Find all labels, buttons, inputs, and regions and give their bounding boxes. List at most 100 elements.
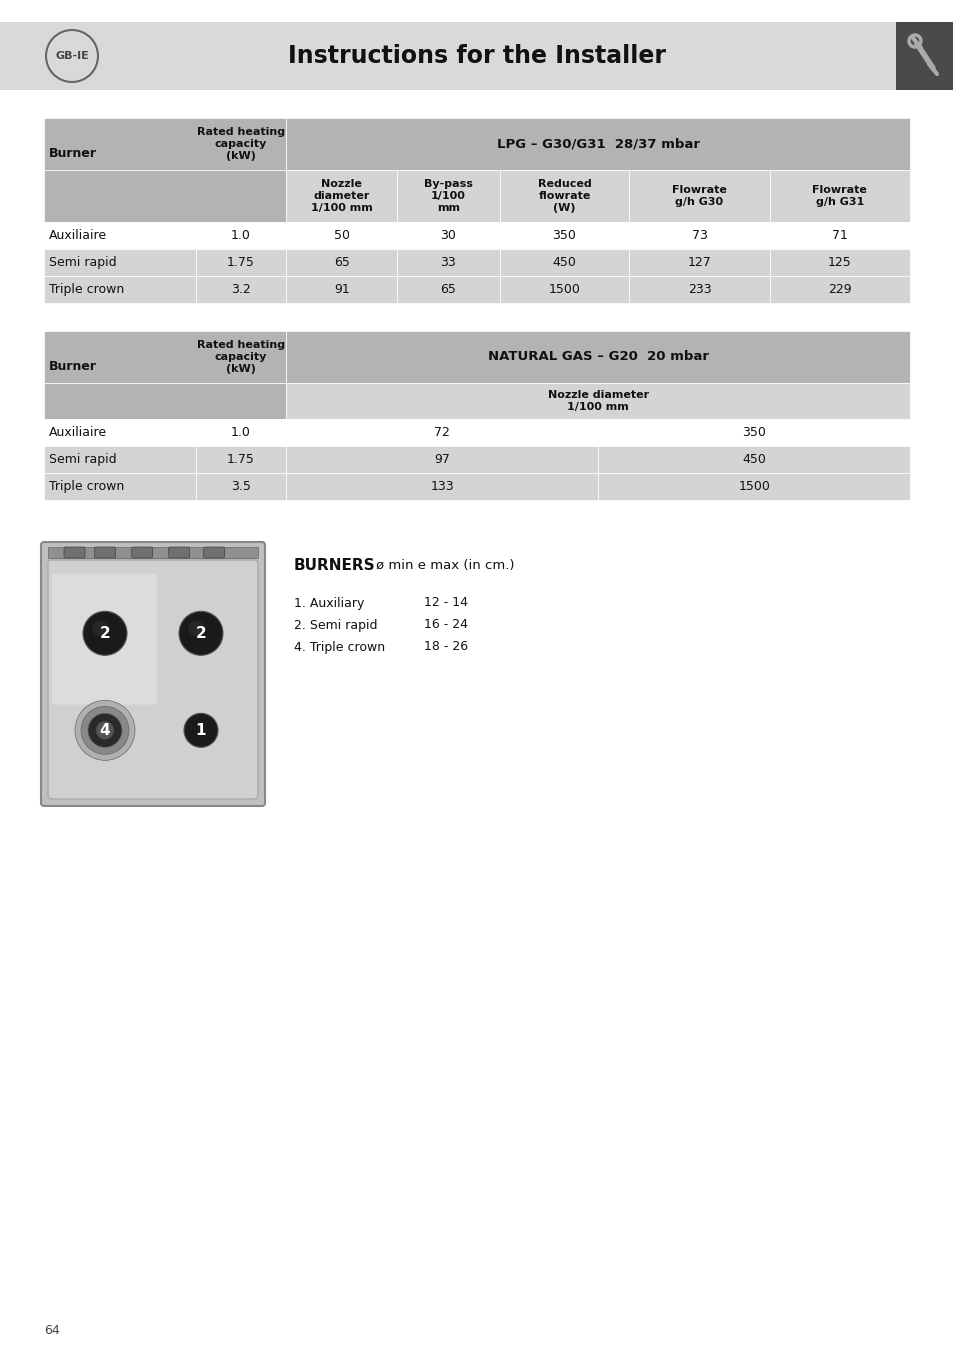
Text: 1.75: 1.75 bbox=[227, 454, 254, 466]
Text: 2: 2 bbox=[195, 626, 206, 641]
FancyBboxPatch shape bbox=[132, 547, 152, 558]
Text: 1.0: 1.0 bbox=[231, 230, 251, 242]
Text: 1.75: 1.75 bbox=[227, 256, 254, 269]
Bar bbox=[286, 418, 598, 446]
FancyBboxPatch shape bbox=[48, 560, 257, 799]
FancyBboxPatch shape bbox=[64, 547, 85, 558]
Text: Burner: Burner bbox=[49, 360, 97, 373]
FancyBboxPatch shape bbox=[203, 547, 224, 558]
Text: Semi rapid: Semi rapid bbox=[49, 454, 116, 466]
Text: 97: 97 bbox=[434, 454, 450, 466]
Text: 1500: 1500 bbox=[548, 284, 579, 296]
Bar bbox=[44, 446, 195, 472]
Text: Rated heating
capacity
(kW): Rated heating capacity (kW) bbox=[196, 340, 285, 374]
Text: 33: 33 bbox=[440, 256, 456, 269]
Text: Semi rapid: Semi rapid bbox=[49, 256, 116, 269]
Bar bbox=[195, 248, 286, 275]
Bar bbox=[286, 170, 396, 221]
Bar bbox=[629, 275, 769, 302]
Bar bbox=[629, 248, 769, 275]
Text: Flowrate
g/h G31: Flowrate g/h G31 bbox=[812, 185, 866, 207]
Bar bbox=[286, 248, 396, 275]
Text: GB-IE: GB-IE bbox=[55, 51, 89, 61]
Bar bbox=[44, 170, 286, 221]
Bar bbox=[44, 383, 286, 418]
Text: 91: 91 bbox=[334, 284, 350, 296]
Bar bbox=[286, 221, 396, 248]
Bar bbox=[769, 170, 909, 221]
Bar bbox=[769, 221, 909, 248]
Text: 229: 229 bbox=[827, 284, 851, 296]
Text: 16 - 24: 16 - 24 bbox=[423, 618, 468, 632]
Text: 450: 450 bbox=[552, 256, 576, 269]
Bar bbox=[195, 446, 286, 472]
Text: 3.5: 3.5 bbox=[231, 481, 251, 493]
Bar bbox=[195, 275, 286, 302]
Text: 1500: 1500 bbox=[738, 481, 769, 493]
Text: 1: 1 bbox=[195, 722, 206, 738]
Circle shape bbox=[188, 620, 204, 636]
Text: Auxiliaire: Auxiliaire bbox=[49, 427, 107, 439]
Text: 1.0: 1.0 bbox=[231, 427, 251, 439]
Bar bbox=[396, 248, 499, 275]
Text: NATURAL GAS – G20  20 mbar: NATURAL GAS – G20 20 mbar bbox=[487, 351, 708, 363]
Bar bbox=[44, 418, 195, 446]
Bar bbox=[895, 22, 953, 90]
Text: 4. Triple crown: 4. Triple crown bbox=[294, 640, 385, 653]
Text: Auxiliaire: Auxiliaire bbox=[49, 230, 107, 242]
Bar bbox=[286, 117, 909, 170]
Text: 450: 450 bbox=[741, 454, 765, 466]
Bar bbox=[286, 383, 909, 418]
Text: By-pass
1/100
mm: By-pass 1/100 mm bbox=[423, 178, 473, 213]
Circle shape bbox=[91, 620, 108, 636]
Bar bbox=[769, 275, 909, 302]
Circle shape bbox=[75, 701, 135, 760]
Bar bbox=[598, 472, 909, 499]
Bar bbox=[396, 275, 499, 302]
Bar bbox=[396, 221, 499, 248]
Text: 350: 350 bbox=[552, 230, 576, 242]
Bar bbox=[195, 221, 286, 248]
Bar bbox=[48, 547, 257, 558]
FancyBboxPatch shape bbox=[94, 547, 115, 558]
Bar bbox=[44, 248, 195, 275]
Bar bbox=[629, 170, 769, 221]
Bar bbox=[629, 221, 769, 248]
Text: 125: 125 bbox=[827, 256, 851, 269]
Text: 2: 2 bbox=[99, 626, 111, 641]
Text: Nozzle diameter
1/100 mm: Nozzle diameter 1/100 mm bbox=[547, 390, 648, 412]
Bar bbox=[44, 331, 286, 383]
Bar bbox=[499, 248, 629, 275]
Bar bbox=[286, 472, 598, 499]
Bar bbox=[499, 170, 629, 221]
Text: 3.2: 3.2 bbox=[231, 284, 251, 296]
FancyBboxPatch shape bbox=[169, 547, 190, 558]
Text: ø min e max (in cm.): ø min e max (in cm.) bbox=[375, 559, 514, 571]
Text: 50: 50 bbox=[334, 230, 350, 242]
Text: 127: 127 bbox=[687, 256, 711, 269]
Text: 18 - 26: 18 - 26 bbox=[423, 640, 468, 653]
Text: 65: 65 bbox=[334, 256, 350, 269]
FancyBboxPatch shape bbox=[41, 541, 265, 806]
Text: 4: 4 bbox=[99, 722, 111, 738]
Text: 72: 72 bbox=[434, 427, 450, 439]
Text: 12 - 14: 12 - 14 bbox=[423, 597, 468, 609]
Bar bbox=[286, 331, 909, 383]
Text: Nozzle
diameter
1/100 mm: Nozzle diameter 1/100 mm bbox=[311, 178, 373, 213]
Text: Rated heating
capacity
(kW): Rated heating capacity (kW) bbox=[196, 127, 285, 162]
Bar bbox=[44, 117, 286, 170]
Circle shape bbox=[88, 713, 122, 748]
Circle shape bbox=[179, 612, 223, 655]
Circle shape bbox=[184, 713, 218, 748]
Text: 65: 65 bbox=[440, 284, 456, 296]
Text: LPG – G30/G31  28/37 mbar: LPG – G30/G31 28/37 mbar bbox=[497, 138, 699, 150]
Text: 2. Semi rapid: 2. Semi rapid bbox=[294, 618, 377, 632]
Text: 30: 30 bbox=[440, 230, 456, 242]
Bar bbox=[598, 418, 909, 446]
Bar bbox=[44, 221, 195, 248]
Bar bbox=[44, 275, 195, 302]
Circle shape bbox=[83, 612, 127, 655]
Bar bbox=[0, 22, 953, 90]
Text: Reduced
flowrate
(W): Reduced flowrate (W) bbox=[537, 178, 591, 213]
Text: 73: 73 bbox=[691, 230, 707, 242]
